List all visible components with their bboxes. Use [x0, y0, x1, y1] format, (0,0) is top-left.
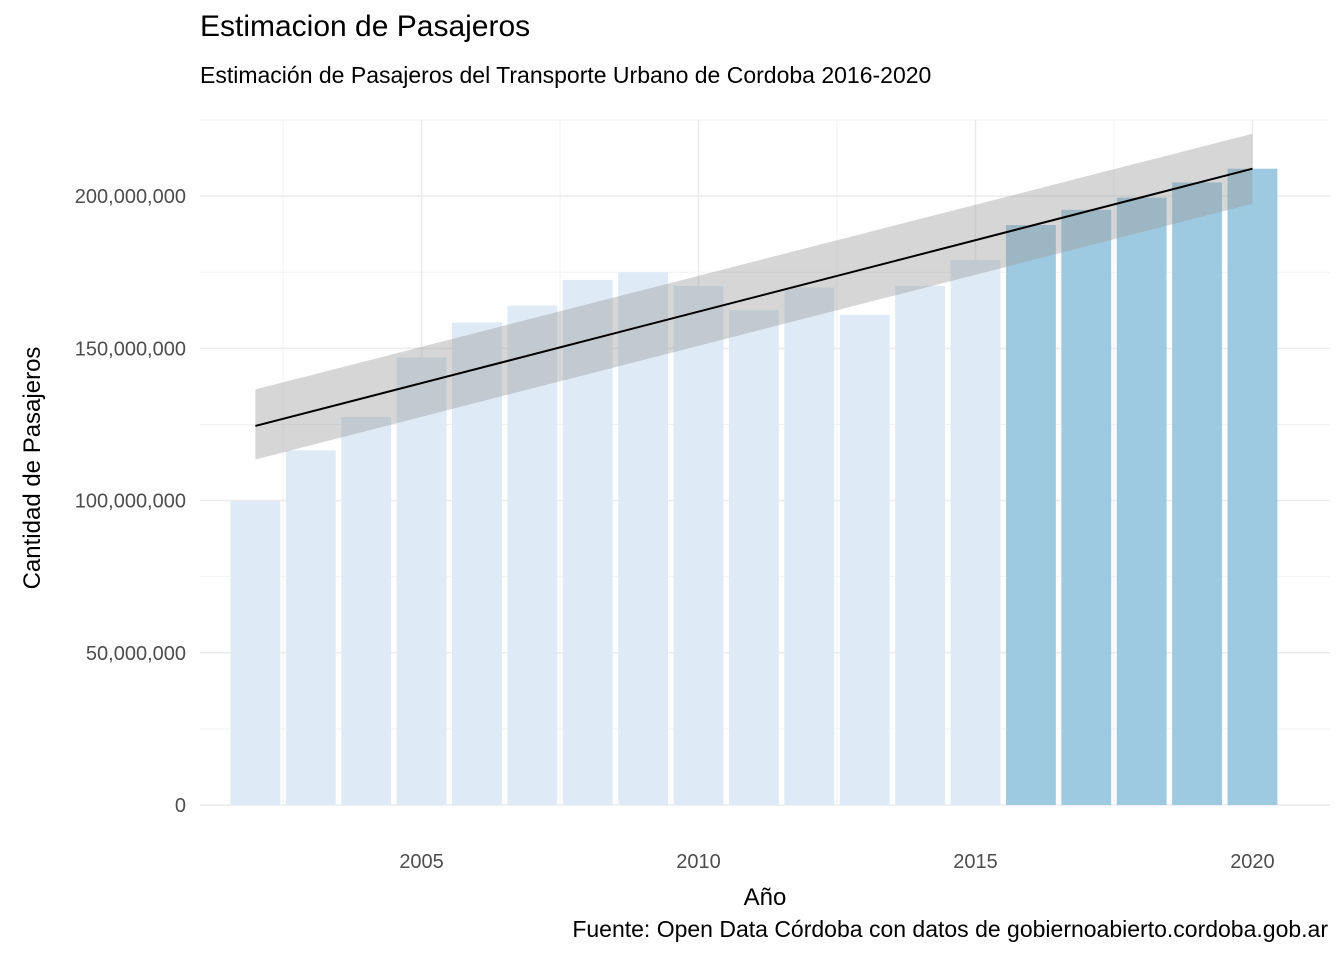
- chart-title: Estimacion de Pasajeros: [200, 10, 531, 43]
- axis-labels: 0 50,000,000 100,000,000 150,000,000 200,000…: [75, 186, 1275, 873]
- y-axis-title: Cantidad de Pasajeros: [19, 347, 46, 590]
- y-tick-label: 0: [175, 795, 186, 817]
- y-tick-label: 50,000,000: [86, 643, 186, 665]
- x-axis-title: Año: [744, 884, 787, 911]
- trend-line: [255, 167, 1253, 427]
- bar-2012: [784, 287, 835, 805]
- bar-2004: [341, 416, 392, 805]
- bar-2009: [618, 272, 669, 805]
- bar-2014: [895, 285, 946, 805]
- bar-2007: [507, 305, 558, 805]
- x-tick-label: 2020: [1230, 851, 1275, 873]
- bar-2003: [285, 450, 336, 805]
- bar-2020: [1227, 168, 1278, 805]
- bar-2013: [839, 314, 890, 805]
- x-tick-label: 2010: [676, 851, 721, 873]
- trend-layer: [255, 133, 1253, 460]
- bar-2002: [230, 500, 281, 805]
- bar-2010: [673, 285, 724, 805]
- bar-2008: [562, 279, 613, 805]
- bar-2006: [452, 322, 502, 805]
- bar-2005: [396, 357, 447, 805]
- y-tick-label: 150,000,000: [75, 338, 186, 360]
- x-tick-label: 2015: [953, 851, 998, 873]
- y-tick-label: 200,000,000: [75, 186, 186, 208]
- bar-2015: [950, 260, 1001, 805]
- bars: [230, 168, 1278, 806]
- x-tick-label: 2005: [399, 851, 444, 873]
- bar-2019: [1172, 182, 1222, 805]
- bar-2017: [1061, 209, 1112, 806]
- bar-2011: [728, 310, 779, 805]
- bar-2018: [1116, 197, 1167, 806]
- chart-subtitle: Estimación de Pasajeros del Transporte U…: [200, 62, 932, 88]
- y-tick-label: 100,000,000: [75, 491, 186, 513]
- chart-caption: Fuente: Open Data Córdoba con datos de g…: [572, 916, 1328, 942]
- bar-2016: [1005, 225, 1056, 806]
